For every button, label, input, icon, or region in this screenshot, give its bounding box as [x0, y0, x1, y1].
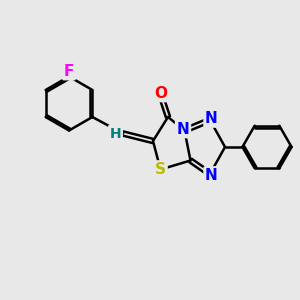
Text: N: N	[205, 111, 218, 126]
Text: O: O	[154, 85, 167, 100]
Text: N: N	[177, 122, 189, 136]
Text: S: S	[155, 162, 166, 177]
Text: H: H	[110, 127, 121, 140]
Text: F: F	[64, 64, 74, 79]
Text: N: N	[205, 168, 218, 183]
